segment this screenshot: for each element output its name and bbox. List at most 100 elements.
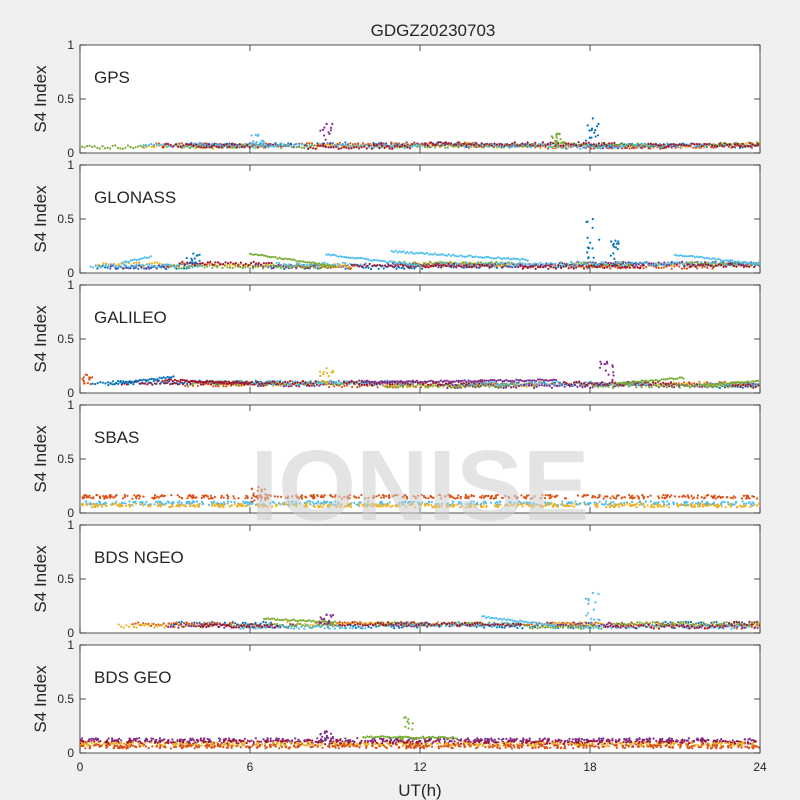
data-point bbox=[143, 256, 146, 259]
data-point bbox=[691, 263, 695, 266]
data-point bbox=[239, 381, 242, 384]
data-point bbox=[516, 257, 519, 260]
data-point bbox=[729, 259, 732, 262]
data-point bbox=[308, 263, 311, 266]
data-point bbox=[237, 497, 240, 500]
data-point bbox=[130, 265, 133, 268]
data-point bbox=[544, 494, 547, 497]
data-point bbox=[131, 259, 134, 262]
data-point bbox=[555, 134, 558, 137]
data-point bbox=[603, 261, 606, 264]
data-point bbox=[595, 263, 598, 266]
data-point bbox=[113, 383, 116, 386]
data-point bbox=[525, 379, 528, 382]
data-point bbox=[666, 377, 669, 380]
data-point bbox=[737, 260, 740, 263]
data-point bbox=[685, 144, 688, 147]
data-point bbox=[251, 142, 255, 145]
data-point bbox=[186, 497, 189, 500]
data-point bbox=[148, 263, 151, 266]
data-point bbox=[166, 375, 169, 379]
data-point bbox=[390, 145, 393, 148]
data-point bbox=[734, 496, 737, 499]
data-point bbox=[253, 383, 256, 386]
data-point bbox=[189, 261, 192, 264]
data-point bbox=[143, 266, 146, 269]
data-point bbox=[451, 383, 454, 386]
data-point bbox=[424, 496, 427, 499]
data-point bbox=[623, 265, 626, 269]
data-point bbox=[522, 144, 525, 147]
data-point bbox=[449, 254, 452, 257]
data-point bbox=[392, 142, 395, 145]
data-point bbox=[657, 495, 660, 498]
data-point bbox=[142, 143, 145, 147]
data-point bbox=[380, 142, 383, 145]
data-point bbox=[134, 146, 137, 149]
data-point bbox=[608, 264, 611, 267]
data-point bbox=[241, 145, 244, 148]
data-point bbox=[448, 265, 451, 268]
data-point bbox=[371, 265, 374, 268]
data-point bbox=[455, 266, 458, 269]
data-point bbox=[583, 493, 586, 497]
data-point bbox=[305, 142, 309, 145]
data-point bbox=[603, 263, 606, 266]
data-point bbox=[590, 147, 593, 150]
data-point bbox=[467, 254, 470, 257]
data-point bbox=[484, 494, 487, 497]
data-point bbox=[274, 265, 277, 268]
data-point bbox=[550, 386, 554, 389]
data-point bbox=[165, 379, 169, 382]
data-point bbox=[479, 261, 483, 264]
data-point bbox=[202, 496, 206, 499]
data-point bbox=[222, 496, 225, 499]
data-point bbox=[197, 145, 200, 148]
data-point bbox=[394, 264, 397, 267]
data-point bbox=[358, 385, 361, 388]
data-point bbox=[400, 251, 403, 254]
data-point bbox=[405, 380, 409, 383]
data-point bbox=[753, 380, 756, 383]
data-point bbox=[731, 259, 734, 262]
data-point bbox=[617, 242, 620, 245]
data-point bbox=[416, 494, 420, 497]
data-point bbox=[406, 251, 409, 254]
data-point bbox=[195, 261, 198, 265]
data-point bbox=[382, 385, 386, 388]
data-point bbox=[543, 497, 547, 500]
data-point bbox=[644, 379, 648, 382]
data-point bbox=[706, 386, 709, 389]
data-point bbox=[459, 497, 462, 500]
data-point bbox=[211, 497, 214, 500]
data-point bbox=[487, 381, 490, 384]
data-point bbox=[750, 146, 754, 149]
data-point bbox=[498, 262, 502, 265]
data-point bbox=[361, 265, 364, 268]
data-point bbox=[369, 143, 372, 146]
data-point bbox=[189, 382, 192, 385]
data-point bbox=[112, 263, 115, 266]
data-point bbox=[758, 380, 760, 383]
data-point bbox=[550, 146, 553, 149]
data-point bbox=[304, 144, 307, 147]
data-point bbox=[648, 385, 651, 389]
data-point bbox=[300, 143, 303, 146]
data-point bbox=[434, 384, 437, 387]
data-point bbox=[594, 135, 597, 138]
data-point bbox=[690, 142, 693, 145]
data-point bbox=[652, 265, 655, 268]
data-point bbox=[181, 378, 184, 382]
data-point bbox=[755, 379, 758, 383]
data-point bbox=[378, 142, 381, 145]
data-point bbox=[265, 262, 268, 265]
data-point bbox=[383, 144, 386, 147]
data-point bbox=[723, 142, 727, 145]
data-point bbox=[159, 382, 162, 385]
data-point bbox=[233, 381, 236, 384]
data-point bbox=[451, 380, 454, 383]
data-point bbox=[522, 258, 525, 261]
data-point bbox=[661, 496, 664, 499]
data-point bbox=[713, 257, 716, 260]
data-point bbox=[729, 496, 733, 499]
